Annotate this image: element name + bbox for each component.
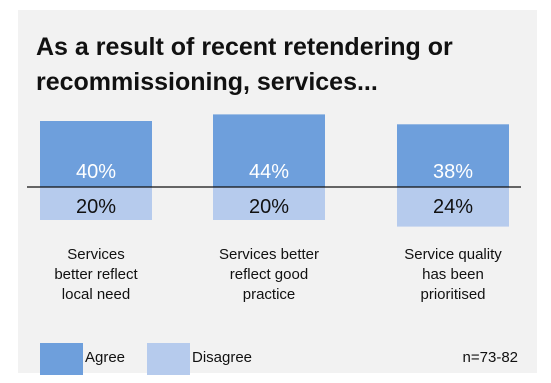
data-label-agree-1: 44% — [249, 161, 289, 183]
bar-agree-1 — [213, 114, 325, 187]
category-label-2: Service quality has been prioritised — [373, 245, 533, 305]
data-label-disagree-2: 24% — [433, 196, 473, 218]
legend-swatch-disagree — [147, 343, 190, 375]
category-label-1-line-1: reflect good — [229, 266, 309, 283]
data-label-disagree-0: 20% — [76, 196, 116, 218]
chart-title: As a result of recent retendering or rec… — [36, 30, 536, 100]
bar-disagree-0 — [40, 187, 152, 220]
bar-disagree-2 — [397, 187, 509, 227]
data-label-agree-2: 38% — [433, 161, 473, 183]
bar-agree-2 — [397, 124, 509, 187]
legend-label-agree: Agree — [85, 349, 126, 366]
category-label-0-line-0: Services — [67, 246, 125, 263]
legend-label-disagree: Disagree — [192, 349, 253, 366]
category-label-1-line-0: Services better — [218, 246, 320, 263]
sample-size-note: n=73-82 — [462, 349, 518, 366]
legend-swatch-agree — [40, 343, 83, 375]
category-label-1-line-2: practice — [242, 286, 296, 303]
category-label-1: Services better reflect good practice — [189, 245, 349, 305]
bar-agree-0 — [40, 121, 152, 187]
chart-title-line-2: recommissioning, services... — [36, 68, 378, 96]
data-label-disagree-1: 20% — [249, 196, 289, 218]
chart-title-line-1: As a result of recent retendering or — [36, 33, 453, 61]
bar-disagree-1 — [213, 187, 325, 220]
category-label-0: Services better reflect local need — [16, 245, 176, 305]
category-label-2-line-2: prioritised — [420, 286, 486, 303]
category-label-0-line-1: better reflect — [54, 266, 138, 283]
category-label-2-line-1: has been — [422, 266, 484, 283]
data-label-agree-0: 40% — [76, 161, 116, 183]
category-label-2-line-0: Service quality — [404, 246, 502, 263]
category-label-0-line-2: local need — [61, 286, 131, 303]
